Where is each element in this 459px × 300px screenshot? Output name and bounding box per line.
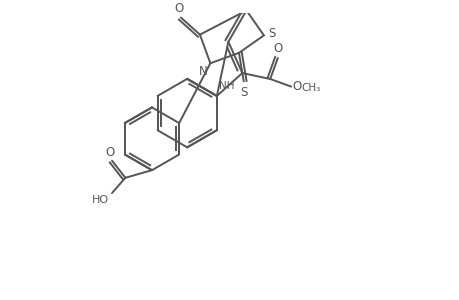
Text: HO: HO — [92, 195, 109, 205]
Text: O: O — [105, 146, 114, 159]
Text: O: O — [273, 42, 282, 55]
Text: O: O — [291, 80, 301, 93]
Text: CH₃: CH₃ — [301, 83, 320, 94]
Text: NH: NH — [218, 81, 234, 91]
Text: S: S — [240, 86, 247, 99]
Text: S: S — [268, 27, 275, 40]
Text: O: O — [174, 2, 183, 15]
Text: N: N — [198, 65, 207, 78]
